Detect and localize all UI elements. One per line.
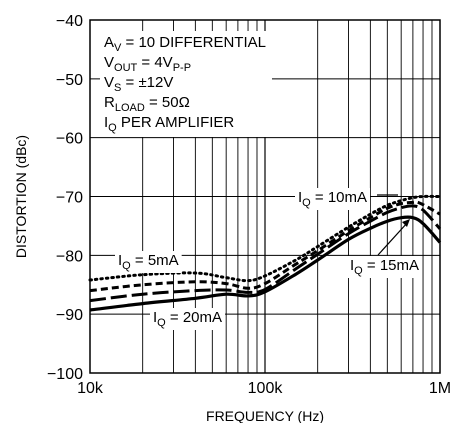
x-tick-label: 100k [248,380,284,397]
y-tick-label: −80 [56,248,83,265]
series-label-short-dash: IQ = 10mA [298,189,367,209]
y-tick-label: −100 [47,366,83,383]
series-line-long-dash [89,204,442,303]
leader-arrowhead-15ma [402,219,410,227]
x-tick-labels: 10k 100k 1M [77,380,451,397]
label-background [347,256,423,278]
y-tick-label: −90 [56,307,83,324]
condition-line: AV = 10 DIFFERENTIAL [104,34,266,54]
label-background [295,188,371,210]
series-line-dotted [88,194,442,283]
y-tick-label: −60 [56,131,83,148]
condition-line: IQ PER AMPLIFIER [104,114,234,134]
y-tick-labels: −40 −50 −60 −70 −80 −90 −100 [47,13,83,383]
x-tick-label: 10k [77,380,104,397]
condition-line: RLOAD = 50Ω [104,94,190,114]
series-line-solid [89,215,442,312]
series-label-solid: IQ = 20mA [153,309,222,329]
condition-line: VOUT = 4VP-P [104,54,191,74]
curves [88,194,442,312]
y-tick-label: −70 [56,190,83,207]
x-tick-label: 1M [429,380,451,397]
series-label-long-dash: IQ = 15mA [350,257,419,277]
series-label-dotted: IQ = 5mA [118,252,179,272]
y-axis-label: DISTORTION (dBc) [13,135,29,258]
y-tick-label: −40 [56,13,83,30]
label-background [115,251,182,273]
plot-frame [89,19,441,374]
x-axis-label: FREQUENCY (Hz) [206,408,324,423]
condition-line: VS = ±12V [104,74,173,94]
label-background [150,308,226,330]
conditions-background [100,31,272,137]
leader-line-15ma [377,221,409,256]
series-labels: IQ = 5mA IQ = 10mA IQ = 15mA IQ = 20mA [115,188,423,330]
y-tick-label: −50 [56,72,83,89]
series-line-short-dash [89,200,441,293]
